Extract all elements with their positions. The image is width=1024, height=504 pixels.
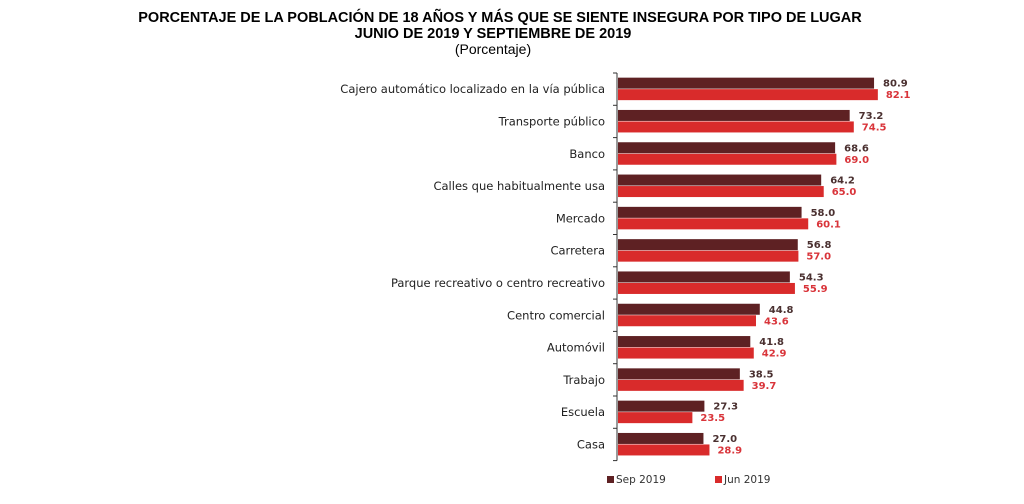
- category-label: Automóvil: [547, 341, 605, 355]
- bar-jun-2019: [618, 412, 693, 424]
- bar-sep-2019: [618, 271, 790, 283]
- legend-swatch: [607, 476, 614, 483]
- bar-jun-2019: [618, 250, 799, 262]
- data-label: 74.5: [862, 122, 887, 133]
- category-label: Casa: [577, 437, 605, 451]
- data-label: 56.8: [807, 240, 832, 251]
- data-label: 60.1: [816, 219, 841, 230]
- data-label: 65.0: [832, 187, 857, 198]
- bar-sep-2019: [618, 109, 850, 121]
- data-label: 23.5: [700, 413, 725, 424]
- data-label: 38.5: [749, 369, 774, 380]
- data-label: 64.2: [830, 176, 855, 187]
- category-label: Transporte público: [498, 114, 605, 128]
- data-label: 27.0: [712, 434, 737, 445]
- bar-sep-2019: [618, 239, 798, 251]
- data-label: 58.0: [811, 208, 836, 219]
- data-label: 42.9: [762, 349, 787, 360]
- bar-jun-2019: [618, 153, 837, 165]
- bar-jun-2019: [618, 379, 744, 391]
- category-label: Parque recreativo o centro recreativo: [391, 276, 605, 290]
- bar-sep-2019: [618, 400, 705, 412]
- legend-swatch: [715, 476, 722, 483]
- bar-jun-2019: [618, 186, 824, 198]
- bar-sep-2019: [618, 206, 802, 218]
- data-label: 54.3: [799, 272, 824, 283]
- bar-sep-2019: [618, 77, 875, 89]
- bar-jun-2019: [618, 121, 854, 133]
- bar-jun-2019: [618, 315, 756, 327]
- data-label: 43.6: [764, 316, 789, 327]
- chart-subtitle: JUNIO DE 2019 Y SEPTIEMBRE DE 2019: [355, 26, 632, 42]
- data-label: 82.1: [886, 90, 911, 101]
- bar-jun-2019: [618, 347, 754, 359]
- data-label: 73.2: [859, 111, 884, 122]
- bar-jun-2019: [618, 89, 878, 101]
- category-label: Carretera: [550, 244, 605, 258]
- chart-unit-label: (Porcentaje): [455, 41, 531, 57]
- chart-title: PORCENTAJE DE LA POBLACIÓN DE 18 AÑOS Y …: [138, 8, 862, 26]
- data-label: 55.9: [803, 284, 828, 295]
- bar-jun-2019: [618, 282, 795, 294]
- data-label: 28.9: [717, 445, 742, 456]
- bar-sep-2019: [618, 174, 822, 186]
- data-label: 68.6: [844, 143, 869, 154]
- data-label: 44.8: [769, 305, 794, 316]
- bar-sep-2019: [618, 368, 740, 380]
- category-label: Centro comercial: [507, 308, 605, 322]
- category-label: Mercado: [556, 211, 605, 225]
- data-label: 39.7: [752, 381, 777, 392]
- legend-label: Sep 2019: [616, 474, 666, 486]
- category-label: Trabajo: [562, 373, 605, 387]
- category-label: Escuela: [561, 405, 605, 419]
- data-label: 69.0: [844, 155, 869, 166]
- bar-sep-2019: [618, 303, 760, 315]
- category-label: Calles que habitualmente usa: [433, 179, 605, 193]
- legend-label: Jun 2019: [723, 474, 770, 486]
- bar-sep-2019: [618, 142, 836, 154]
- bar-sep-2019: [618, 336, 751, 348]
- bar-sep-2019: [618, 432, 704, 444]
- category-label: Banco: [569, 147, 605, 161]
- data-label: 41.8: [759, 337, 784, 348]
- bar-jun-2019: [618, 444, 710, 456]
- data-label: 27.3: [713, 402, 738, 413]
- data-label: 80.9: [883, 79, 908, 90]
- data-label: 57.0: [806, 252, 831, 263]
- bar-jun-2019: [618, 218, 809, 230]
- category-label: Cajero automático localizado en la vía p…: [340, 82, 605, 96]
